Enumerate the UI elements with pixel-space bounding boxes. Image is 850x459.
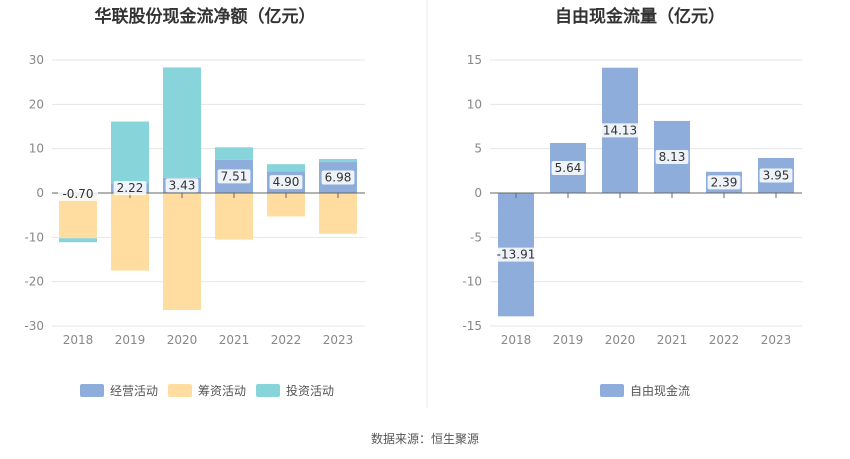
bar-financing-2019 [111, 193, 149, 271]
y-tick-label: 15 [467, 53, 482, 67]
legend-label-financing: 筹资活动 [198, 384, 246, 398]
legend-swatch-financing [168, 384, 192, 397]
x-tick-label: 2020 [167, 333, 198, 347]
y-tick-label: 5 [474, 142, 482, 156]
x-tick-label: 2023 [761, 333, 792, 347]
net-cash-flow-title: 华联股份现金流净额（亿元） [95, 6, 316, 27]
data-label: 5.64 [555, 161, 582, 175]
y-tick-label: -5 [470, 230, 482, 244]
free-cash-flow-legend: 自由现金流 [600, 383, 690, 398]
bar-investing-2018 [59, 238, 97, 243]
data-label: 7.51 [221, 169, 248, 183]
x-tick-label: 2018 [63, 333, 94, 347]
y-tick-label: -30 [24, 319, 44, 333]
legend-label-investing: 投资活动 [286, 383, 334, 398]
y-tick-label: -15 [462, 319, 482, 333]
legend-label-operating: 经营活动 [110, 384, 158, 398]
net-cash-flow-gridlines [52, 59, 365, 327]
bar-investing-2020 [163, 67, 201, 178]
net-cash-flow-x-axis: 2018 2019 2020 2021 2022 2023 [63, 193, 354, 347]
y-tick-label: 0 [474, 186, 482, 200]
x-tick-label: 2019 [553, 333, 584, 347]
data-label-bg [217, 169, 251, 184]
bar-financing-2020 [163, 193, 201, 311]
data-label: 6.98 [325, 171, 352, 185]
x-tick-label: 2021 [219, 333, 250, 347]
data-label-bg [551, 160, 585, 175]
net-cash-flow-data-labels: -0.70 2.22 3.43 7.51 4.90 6.98 [58, 169, 355, 201]
legend-label-free_cash_flow: 自由现金流 [630, 383, 690, 398]
data-label-bg [707, 175, 741, 190]
data-label-bg [600, 123, 640, 138]
bar-investing-2023 [319, 158, 357, 163]
x-tick-label: 2018 [501, 333, 532, 347]
bar-investing-2021 [215, 147, 253, 160]
y-tick-label: -20 [24, 275, 44, 289]
data-source-note: 数据来源：恒生聚源 [371, 431, 479, 446]
data-label-bg [58, 187, 98, 201]
free-cash-flow-gridlines [490, 59, 802, 327]
data-label: 3.95 [763, 168, 790, 182]
y-tick-label: 30 [29, 53, 44, 67]
data-label: -0.70 [62, 187, 93, 201]
net-cash-flow-legend: 经营活动 筹资活动 投资活动 [80, 383, 334, 398]
legend-swatch-free_cash_flow [600, 384, 624, 397]
data-label-bg [759, 168, 793, 183]
data-label-bg [269, 175, 303, 190]
bar-financing-2023 [319, 193, 357, 234]
data-label: 14.13 [603, 123, 637, 137]
data-label: 4.90 [273, 175, 300, 189]
free-cash-flow-title: 自由现金流量（亿元） [555, 6, 725, 27]
y-tick-label: 0 [36, 186, 44, 200]
legend-swatch-operating [80, 384, 104, 397]
x-tick-label: 2022 [709, 333, 740, 347]
y-tick-label: -10 [462, 275, 482, 289]
y-tick-label: 10 [467, 97, 482, 111]
bar-investing-2019 [111, 121, 149, 184]
free-cash-flow-data-labels: -13.91 5.64 14.13 8.13 2.39 3.95 [492, 123, 793, 262]
free-cash-flow-bars [498, 67, 794, 317]
bar-investing-2022 [267, 164, 305, 172]
data-label-bg [165, 178, 199, 193]
x-tick-label: 2019 [115, 333, 146, 347]
legend-swatch-investing [256, 384, 280, 397]
free-cash-flow-x-axis: 2018 2019 2020 2021 2022 2023 [501, 193, 792, 347]
data-label-bg [321, 170, 355, 185]
data-label: 8.13 [659, 150, 686, 164]
y-tick-label: 10 [29, 142, 44, 156]
y-tick-label: 20 [29, 97, 44, 111]
bar-financing-2018 [59, 196, 97, 239]
net-cash-flow-bars [59, 67, 357, 311]
free-cash-flow-y-axis: 15 10 5 0 -5 -10 -15 [462, 53, 482, 333]
data-label-bg [113, 181, 147, 196]
data-label-bg [492, 247, 540, 262]
data-label-bg [655, 149, 689, 164]
net-cash-flow-y-axis: 30 20 10 0 -10 -20 -30 [24, 53, 44, 333]
bar-financing-2021 [215, 193, 253, 240]
x-tick-label: 2020 [605, 333, 636, 347]
data-label: 2.22 [117, 181, 144, 195]
y-tick-label: -10 [24, 230, 44, 244]
data-label: -13.91 [497, 248, 536, 262]
x-tick-label: 2022 [271, 333, 302, 347]
x-tick-label: 2021 [657, 333, 688, 347]
data-label: 3.43 [169, 178, 196, 192]
x-tick-label: 2023 [323, 333, 354, 347]
data-label: 2.39 [711, 175, 738, 189]
bar-financing-2022 [267, 193, 305, 217]
